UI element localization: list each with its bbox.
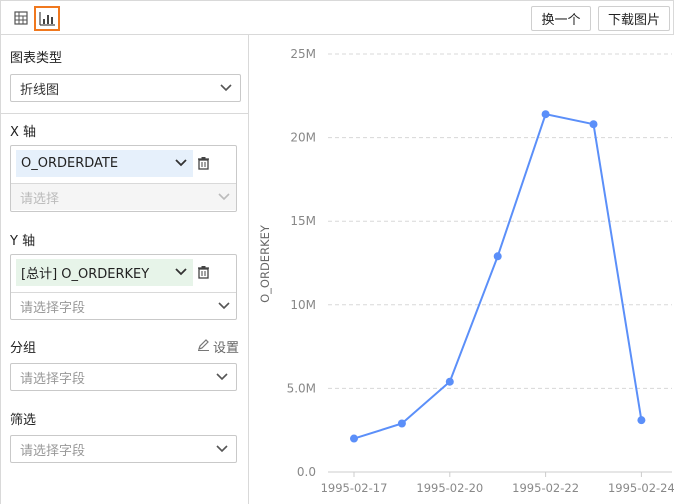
chart-grid (328, 53, 672, 389)
x-axis-field-name: O_ORDERDATE (21, 156, 119, 171)
toolbar: 换一个 下载图片 (0, 0, 674, 35)
x-axis-sub-placeholder: 请选择 (20, 191, 60, 207)
y-tick-label: 15M (290, 214, 316, 228)
data-point (445, 377, 454, 386)
x-axis-field-box: O_ORDERDATE 请选择 (10, 145, 237, 212)
x-axis-label: X 轴 (10, 125, 37, 140)
chart-type-select[interactable]: 折线图 (10, 74, 241, 102)
x-axis-sub-select: 请选择 (11, 183, 236, 210)
line-chart: 0.0 5.0M 10M 15M 20M 25M 1995-02-17 1995-02-20… (258, 47, 674, 495)
data-point (589, 120, 598, 129)
data-point (350, 434, 358, 443)
pencil-icon (197, 338, 210, 355)
data-point (637, 416, 646, 425)
chart-area: 0.0 5.0M 10M 15M 20M 25M 1995-02-17 1995-02-20… (250, 35, 674, 504)
y-axis-field-tag[interactable]: [总计] O_ORDERKEY (16, 259, 193, 286)
series-line (353, 113, 643, 440)
y-axis-sub-select[interactable]: 请选择字段 (11, 292, 236, 319)
table-view-icon[interactable] (10, 7, 32, 29)
x-tick-label: 1995-02-24 (608, 481, 674, 495)
data-point (397, 419, 406, 428)
chart-series (350, 110, 646, 443)
download-image-button[interactable]: 下载图片 (598, 6, 670, 31)
chevron-down-icon[interactable] (173, 264, 189, 284)
chevron-down-icon (214, 441, 230, 461)
y-tick-label: 10M (290, 298, 316, 312)
chevron-down-icon (214, 369, 230, 389)
y-tick-label: 25M (290, 47, 316, 61)
y-tick-label: 0.0 (297, 465, 316, 479)
y-axis-label: O_ORDERKEY (258, 224, 272, 303)
y-axis-sub-placeholder: 请选择字段 (20, 300, 86, 316)
swap-chart-button[interactable]: 换一个 (531, 6, 591, 31)
group-settings-link[interactable]: 设置 (197, 337, 239, 356)
chevron-down-icon (216, 189, 232, 209)
data-point (541, 110, 550, 119)
divider (1, 113, 249, 114)
chart-view-icon[interactable] (34, 6, 60, 31)
chart-type-value: 折线图 (20, 82, 60, 98)
y-axis-field-name: [总计] O_ORDERKEY (21, 267, 150, 282)
group-placeholder: 请选择字段 (20, 371, 86, 387)
x-tick-label: 1995-02-17 (321, 481, 388, 495)
chevron-down-icon[interactable] (173, 155, 189, 175)
chart-type-label: 图表类型 (10, 51, 63, 66)
config-panel: 图表类型 折线图 X 轴 O_ORDERDATE 请选择 Y 轴 [总计] O_… (0, 35, 249, 504)
y-axis-label: Y 轴 (10, 234, 36, 249)
data-point (493, 252, 502, 261)
y-tick-label: 20M (290, 131, 316, 145)
x-tick-label: 1995-02-20 (416, 481, 483, 495)
filter-select[interactable]: 请选择字段 (10, 435, 237, 463)
x-axis-field-tag[interactable]: O_ORDERDATE (16, 150, 193, 177)
filter-placeholder: 请选择字段 (20, 443, 86, 459)
trash-icon[interactable] (197, 156, 210, 174)
x-tick-label: 1995-02-22 (512, 481, 579, 495)
trash-icon[interactable] (197, 265, 210, 283)
y-axis-field-box: [总计] O_ORDERKEY 请选择字段 (10, 254, 237, 320)
y-axis-ticks: 0.0 5.0M 10M 15M 20M 25M (287, 47, 316, 479)
group-label: 分组 (10, 341, 37, 356)
chevron-down-icon (216, 298, 232, 318)
settings-label: 设置 (213, 341, 240, 356)
group-select[interactable]: 请选择字段 (10, 363, 237, 391)
y-tick-label: 5.0M (287, 381, 316, 395)
x-axis: 1995-02-17 1995-02-20 1995-02-22 1995-02-24 (321, 471, 674, 495)
filter-label: 筛选 (10, 413, 37, 428)
chevron-down-icon (218, 80, 234, 100)
